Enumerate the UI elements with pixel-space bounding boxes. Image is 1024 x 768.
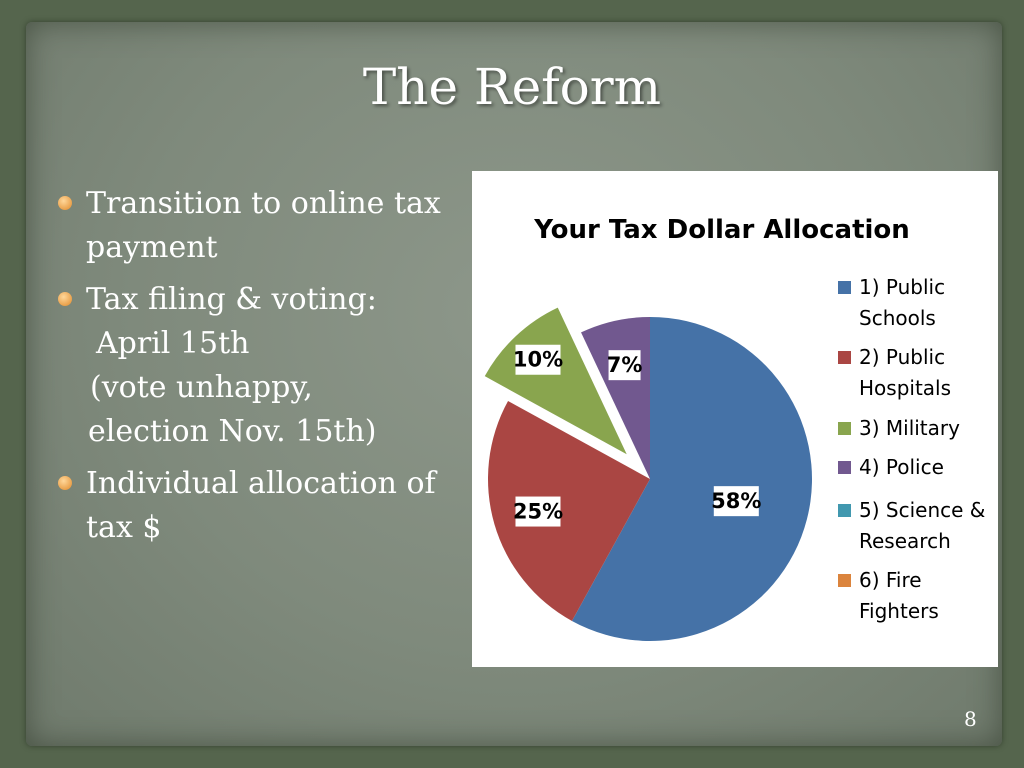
pie-chart-panel: Your Tax Dollar Allocation 58% 25% 10% 7% 1… bbox=[472, 171, 998, 667]
bullet-list: Transition to online tax payment Tax fil… bbox=[58, 182, 468, 558]
bullet-dot-icon bbox=[58, 196, 72, 210]
bullet-line: Individual allocation of bbox=[86, 466, 436, 501]
pie-chart: Your Tax Dollar Allocation 58% 25% 10% 7% 1… bbox=[484, 215, 985, 641]
legend-swatch bbox=[838, 461, 851, 474]
legend-label: 2) Public bbox=[859, 345, 945, 369]
data-label-background bbox=[713, 486, 759, 517]
bullet-line: April 15th bbox=[96, 326, 250, 361]
bullet-line: election Nov. 15th) bbox=[88, 414, 377, 449]
bullet-line: Transition to online tax bbox=[86, 186, 441, 221]
legend-label: 5) Science & bbox=[859, 498, 985, 522]
data-label-background bbox=[515, 344, 561, 375]
bullet-item: Tax filing & voting: April 15th (vote un… bbox=[58, 278, 468, 454]
data-label-background bbox=[515, 496, 561, 527]
data-label: 7% bbox=[607, 353, 643, 377]
legend-swatch bbox=[838, 504, 851, 517]
legend-label: Fighters bbox=[859, 599, 939, 623]
bullet-line: tax $ bbox=[86, 510, 162, 545]
bullet-dot-icon bbox=[58, 476, 72, 490]
chart-legend: 1) Public Schools 2) Public Hospitals 3) Mil… bbox=[838, 275, 985, 623]
data-label: 10% bbox=[513, 348, 563, 372]
pie-slice-2 bbox=[488, 400, 650, 621]
legend-label: 6) Fire bbox=[859, 568, 922, 592]
bullet-item: Individual allocation of tax $ bbox=[58, 462, 468, 550]
pie-slice-1 bbox=[571, 317, 812, 641]
legend-swatch bbox=[838, 281, 851, 294]
legend-swatch bbox=[838, 422, 851, 435]
data-label-background bbox=[608, 350, 641, 381]
bullet-line: payment bbox=[86, 230, 218, 265]
pie-slice-3 bbox=[484, 307, 627, 455]
legend-label: 1) Public bbox=[859, 275, 945, 299]
slide-title: The Reform bbox=[362, 58, 662, 116]
legend-label: 3) Military bbox=[859, 416, 960, 440]
pie-data-labels: 58% 25% 10% 7% bbox=[513, 344, 761, 527]
bullet-item: Transition to online tax payment bbox=[58, 182, 468, 270]
legend-label: Schools bbox=[859, 306, 936, 330]
legend-label: Research bbox=[859, 529, 951, 553]
page-number: 8 bbox=[964, 707, 977, 731]
bullet-line: (vote unhappy, bbox=[90, 370, 313, 405]
bullet-dot-icon bbox=[58, 292, 72, 306]
data-label: 58% bbox=[711, 489, 761, 513]
legend-label: Hospitals bbox=[859, 376, 951, 400]
data-label: 25% bbox=[513, 500, 563, 524]
legend-label: 4) Police bbox=[859, 455, 944, 479]
legend-swatch bbox=[838, 574, 851, 587]
bullet-line: Tax filing & voting: bbox=[86, 282, 377, 317]
legend-swatch bbox=[838, 351, 851, 364]
chart-title: Your Tax Dollar Allocation bbox=[533, 215, 910, 245]
